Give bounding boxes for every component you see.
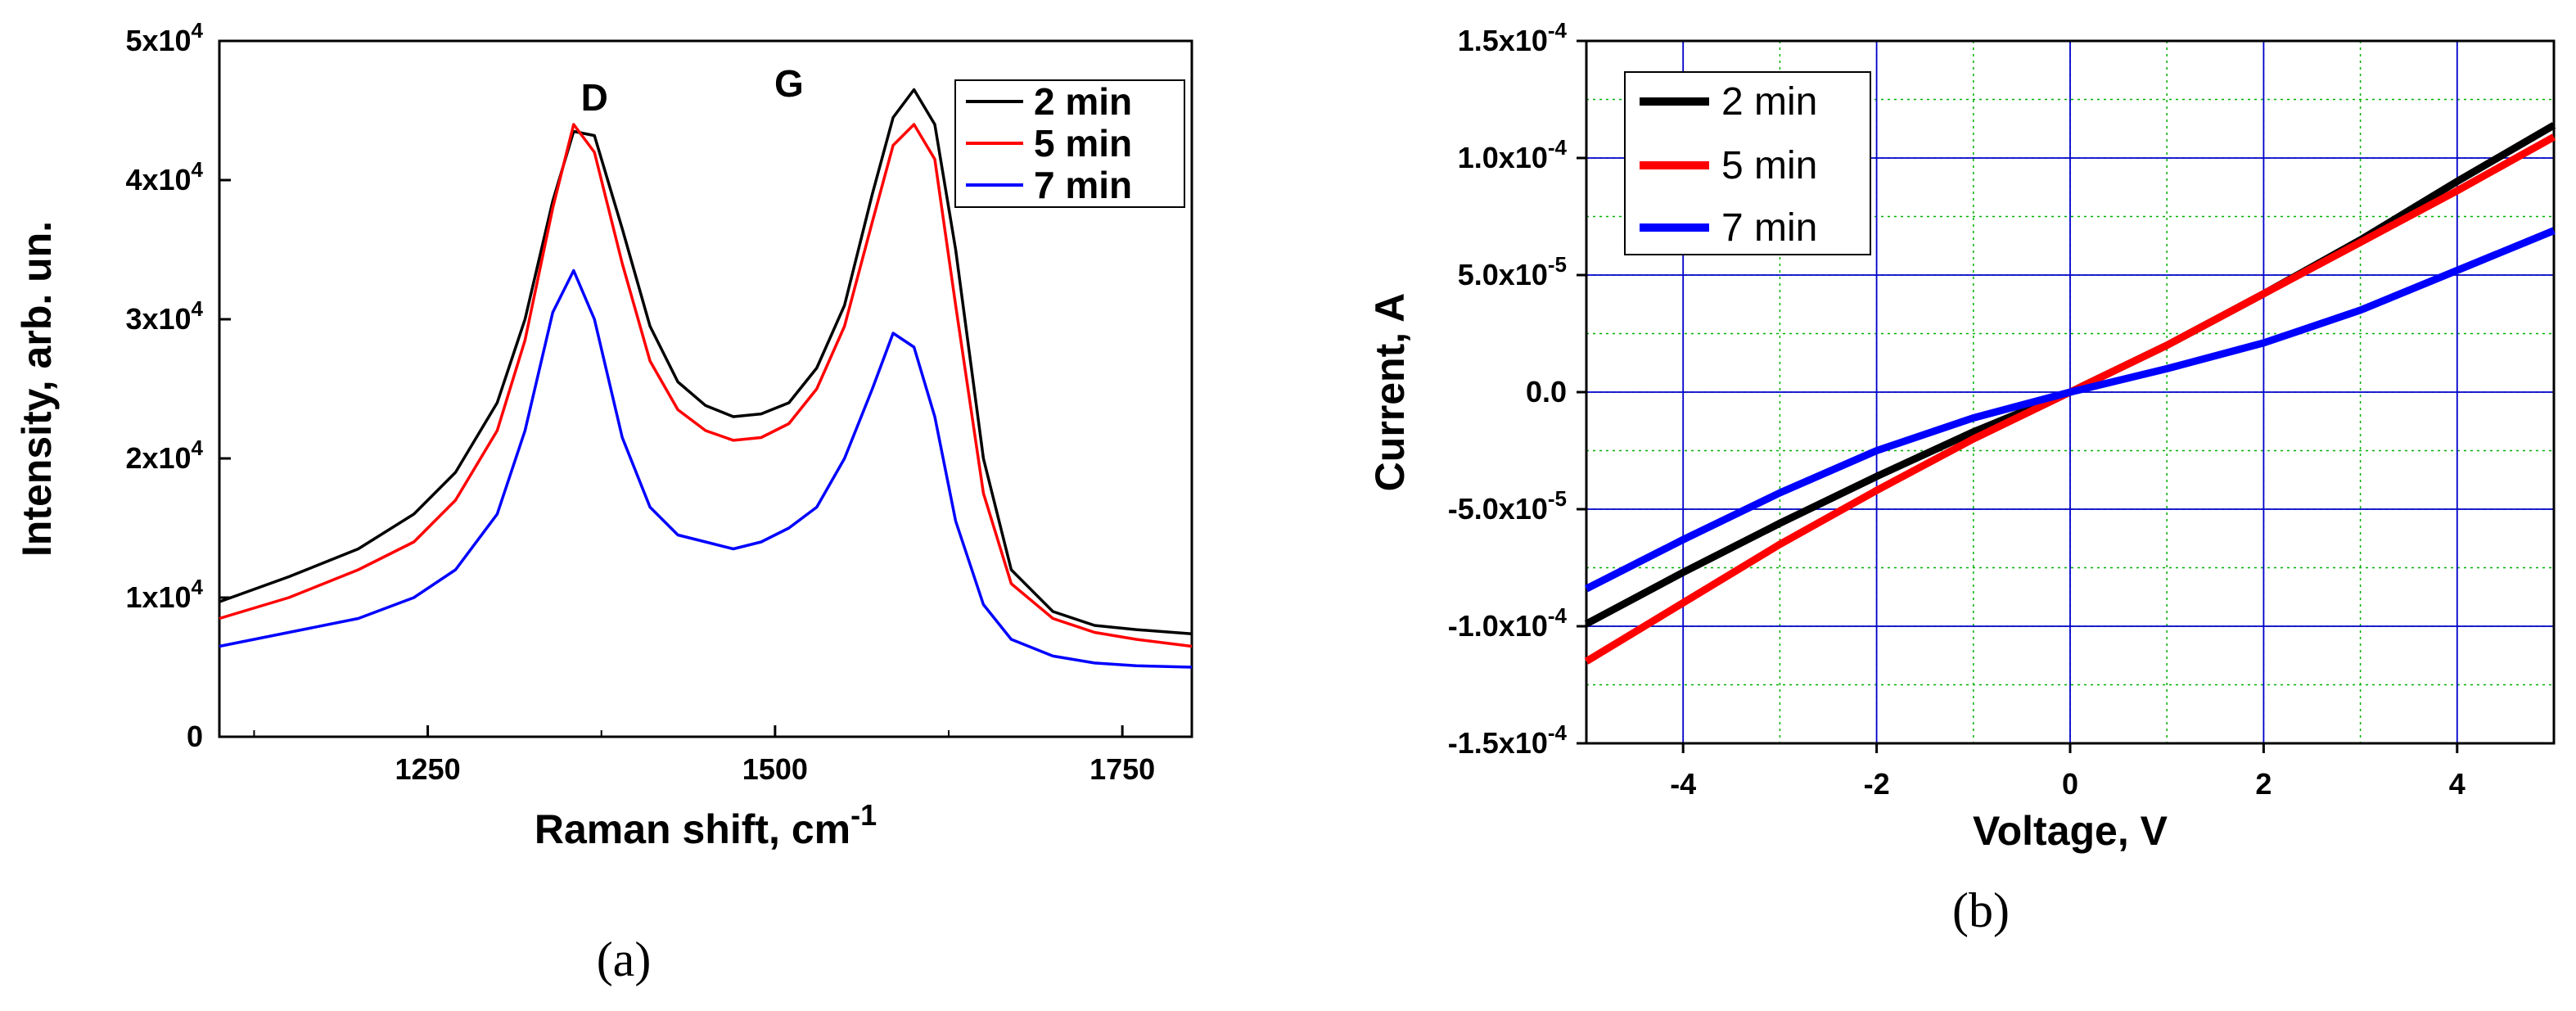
panel-a-y-tick-label: 2x104 — [125, 436, 203, 475]
panel-b-x-tick-label: 2 — [2255, 767, 2271, 801]
panel-a-series-2min — [219, 88, 1193, 635]
panel-a-x-tick-label: 1750 — [1089, 752, 1155, 786]
panel-b-y-axis-label: Current, A — [1367, 293, 1413, 492]
panel-a-legend-label-7min: 7 min — [1034, 164, 1132, 206]
panel-a-y-tick-label: 1x104 — [125, 575, 203, 614]
panel-a-x-tick-label: 1250 — [395, 752, 461, 786]
panel-a-x-tick-label: 1500 — [742, 752, 808, 786]
panel-b-caption-label: (b) — [1952, 883, 2010, 937]
panel-a-y-tick-label: 0 — [187, 720, 203, 753]
panel-a-series-5min — [219, 123, 1193, 648]
panel-b-y-tick-label: -1.0x10-4 — [1448, 603, 1568, 643]
panel-b-x-tick-label: -2 — [1864, 767, 1890, 801]
panel-a-series-7min — [219, 269, 1193, 669]
panel-b-legend-label-7min: 7 min — [1721, 206, 1817, 250]
panel-a-legend-label-5min: 5 min — [1034, 122, 1132, 165]
panel-a-legend-label-2min: 2 min — [1034, 80, 1132, 123]
panel-b-y-tick-label: -5.0x10-5 — [1448, 486, 1567, 526]
panel-b-y-tick-label: -1.5x10-4 — [1448, 720, 1568, 760]
panel-b-y-tick-label: 1.0x10-4 — [1458, 135, 1568, 174]
panel-b-x-tick-label: 4 — [2449, 767, 2465, 801]
panel-a-caption-label: (a) — [597, 932, 652, 986]
panel-b-y-tick-label: 5.0x10-5 — [1458, 252, 1567, 291]
panel-b-x-tick-label: -4 — [1670, 767, 1696, 801]
panel-b-y-tick-label: 0.0 — [1526, 375, 1567, 408]
panel-a-y-axis-label: Intensity, arb. un. — [14, 221, 60, 557]
panel-b-legend-label-2min: 2 min — [1721, 80, 1817, 124]
panel-b-y-tick-label: 1.5x10-4 — [1458, 18, 1568, 57]
panel-a-peak-label-g: G — [774, 62, 804, 105]
panel-a-x-axis-label: Raman shift, cm-1 — [535, 798, 877, 852]
panel-a-y-tick-label: 4x104 — [125, 157, 203, 196]
panel-b-legend: 2 min 5 min 7 min — [1624, 71, 1871, 255]
panel-b-iv-chart: -1.5x10-4 -1.0x10-4 -5.0x10-5 0.0 5.0x10-5 1.… — [1367, 18, 2556, 937]
panel-b-series-7min — [1584, 227, 2556, 593]
panel-a-peak-label-d: D — [581, 76, 608, 119]
panel-b-x-tick-label: 0 — [2062, 767, 2078, 801]
panel-a-y-tick-label: 5x104 — [125, 18, 203, 57]
panel-b-x-axis-label: Voltage, V — [1973, 808, 2168, 854]
panel-b-legend-label-5min: 5 min — [1721, 144, 1817, 187]
panel-a-y-tick-label: 3x104 — [125, 296, 203, 336]
panel-a-legend: 2 min 5 min 7 min — [954, 79, 1185, 208]
